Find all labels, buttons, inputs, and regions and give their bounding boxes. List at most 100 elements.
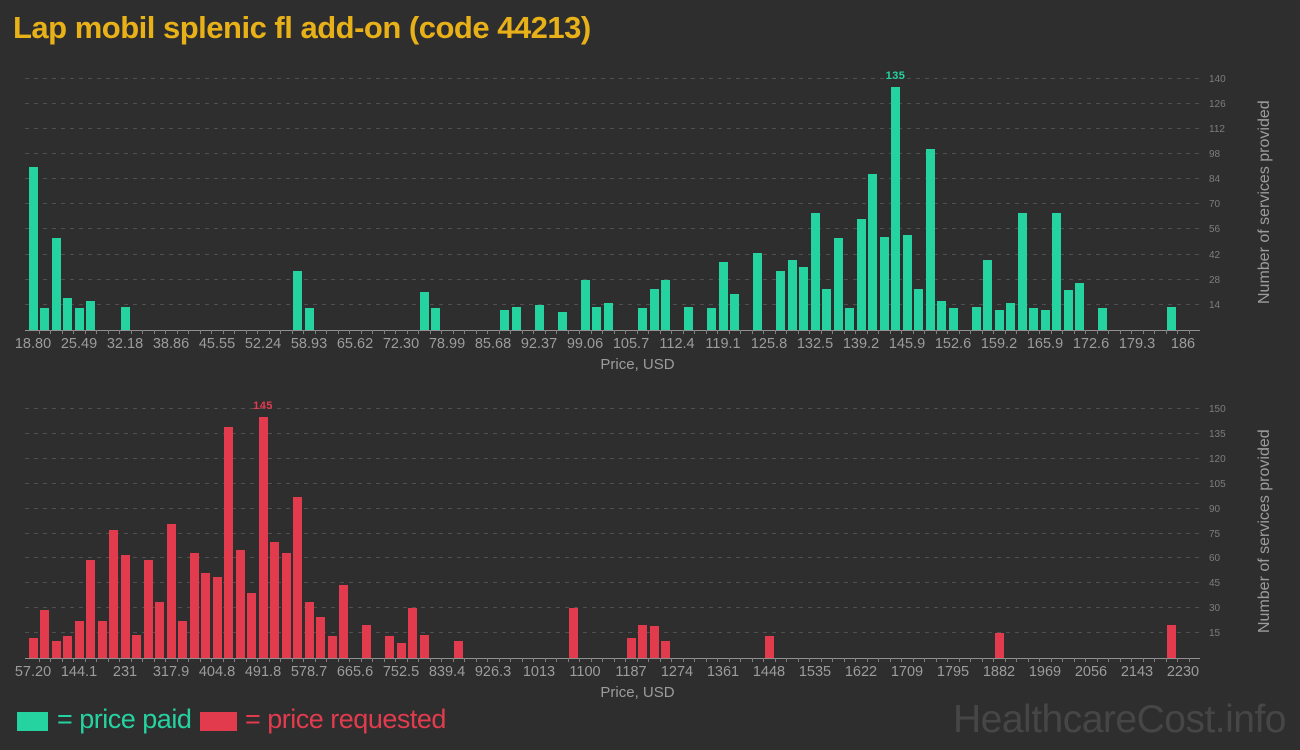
x-axis-tick — [521, 330, 523, 334]
x-axis-tick — [452, 658, 454, 662]
x-axis-tick — [429, 330, 431, 334]
x-axis-tick — [1165, 330, 1167, 334]
x-axis-tick-label: 1187 — [615, 664, 647, 680]
x-axis-tick — [429, 658, 431, 662]
grid-line — [25, 507, 1204, 509]
x-axis-tick-label: 112.4 — [659, 336, 695, 352]
histogram-bar — [178, 621, 187, 658]
y-axis-tick-label: 90 — [1209, 503, 1221, 515]
y-axis-tick-label: 126 — [1209, 98, 1226, 110]
x-axis-tick — [291, 658, 293, 662]
x-axis-tick — [705, 330, 707, 334]
x-axis-tick — [579, 658, 581, 662]
histogram-bar — [592, 306, 601, 330]
x-axis-tick — [797, 658, 799, 662]
x-axis-tick — [303, 330, 305, 334]
x-axis-tick — [96, 330, 98, 334]
x-axis-tick-label: 45.55 — [198, 336, 236, 352]
x-axis-tick — [981, 658, 983, 662]
x-axis-tick — [50, 658, 52, 662]
x-axis-tick-label: 1969 — [1028, 664, 1062, 680]
legend: = price paid = price requested — [0, 702, 700, 742]
histogram-bar — [304, 601, 314, 658]
grid-line — [25, 77, 1204, 79]
x-axis-tick — [1108, 330, 1110, 334]
x-axis-tick — [38, 658, 40, 662]
x-axis-tick — [1062, 330, 1064, 334]
grid-line — [25, 432, 1204, 434]
x-axis-tick — [636, 330, 638, 334]
x-axis-tick — [119, 658, 121, 662]
x-axis-tick-label: 92.37 — [520, 336, 558, 352]
x-axis-tick-label: 1709 — [890, 664, 924, 680]
x-axis-tick — [257, 658, 259, 662]
price-paid-legend-label: = price paid — [57, 704, 192, 734]
x-axis-tick-label: 85.68 — [474, 336, 512, 352]
x-axis-tick-label: 1361 — [706, 664, 740, 680]
x-axis-tick — [245, 658, 247, 662]
x-axis-tick-label: 119.1 — [705, 336, 741, 352]
x-axis-tick — [73, 330, 75, 334]
histogram-bar — [603, 303, 613, 330]
x-axis-tick — [510, 330, 512, 334]
x-axis-tick — [556, 658, 558, 662]
x-axis-tick-label: 1448 — [752, 664, 786, 680]
x-axis-tick — [866, 330, 868, 334]
x-axis-tick — [360, 658, 362, 662]
x-axis-tick — [889, 330, 891, 334]
x-axis-tick-label: 99.06 — [566, 336, 604, 352]
x-axis-tick — [291, 330, 293, 334]
x-axis-tick-label: 2230 — [1166, 664, 1200, 680]
x-axis-tick — [383, 330, 385, 334]
histogram-bar — [362, 624, 371, 658]
histogram-bar — [994, 310, 1004, 330]
histogram-bar — [557, 312, 567, 330]
x-axis-tick — [924, 658, 926, 662]
histogram-bar — [51, 641, 61, 658]
histogram-bar — [132, 634, 141, 658]
x-axis-tick — [648, 330, 650, 334]
x-axis-tick — [349, 330, 351, 334]
histogram-bar — [730, 294, 739, 330]
histogram-bar — [74, 308, 84, 330]
grid-line — [25, 457, 1204, 459]
histogram-bar — [28, 166, 38, 330]
x-axis-tick — [38, 330, 40, 334]
x-axis-tick — [1027, 658, 1029, 662]
x-axis-tick — [349, 658, 351, 662]
histogram-bar — [63, 297, 72, 330]
histogram-bar — [914, 288, 923, 330]
histogram-bar — [661, 641, 670, 658]
x-axis-tick-label: 18.80 — [14, 336, 52, 352]
x-axis-tick-label: 32.18 — [106, 336, 144, 352]
x-axis-tick — [1085, 330, 1087, 334]
x-axis-tick — [441, 330, 443, 334]
x-axis-tick-label: 125.8 — [750, 336, 788, 352]
histogram-bar — [155, 601, 164, 658]
x-axis-tick — [797, 330, 799, 334]
y-axis-tick-label: 84 — [1209, 174, 1221, 186]
x-axis-tick — [1142, 658, 1144, 662]
price-requested-legend-label: = price requested — [245, 704, 446, 734]
y-axis-tick-label: 98 — [1209, 148, 1221, 160]
histogram-bar — [408, 608, 417, 658]
x-axis-tick — [728, 330, 730, 334]
x-axis-tick-label: 2056 — [1074, 664, 1108, 680]
x-axis-tick-label: 1535 — [798, 664, 832, 680]
histogram-bar — [891, 87, 900, 330]
x-axis-tick — [1039, 658, 1041, 662]
grid-line — [25, 127, 1204, 129]
x-axis-tick — [1108, 658, 1110, 662]
x-axis-tick — [222, 658, 224, 662]
x-axis-tick — [613, 330, 615, 334]
histogram-bar — [1006, 303, 1015, 330]
y-axis-tick-label: 140 — [1209, 73, 1226, 85]
x-axis-tick — [188, 658, 190, 662]
histogram-bar — [1075, 283, 1084, 330]
x-axis-tick-label: 159.2 — [980, 336, 1018, 352]
x-axis-tick — [648, 658, 650, 662]
y-axis-tick-label: 112 — [1209, 123, 1225, 135]
histogram-bar — [1063, 290, 1073, 330]
x-axis-tick — [671, 658, 673, 662]
x-axis-tick — [314, 658, 316, 662]
